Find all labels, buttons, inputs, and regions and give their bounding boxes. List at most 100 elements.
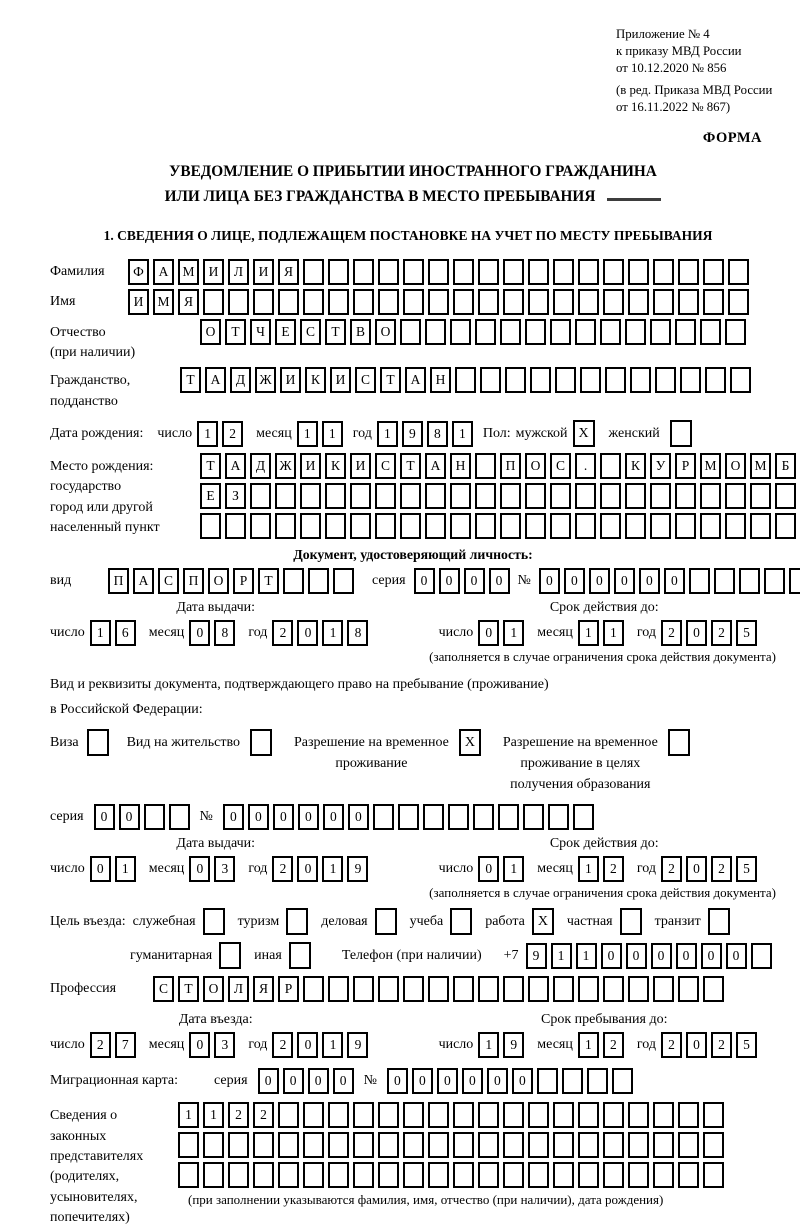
char-cell[interactable] <box>703 1102 724 1129</box>
char-cell[interactable] <box>703 976 724 1003</box>
char-cell[interactable] <box>253 288 274 315</box>
char-cell[interactable] <box>447 804 469 831</box>
char-cell[interactable] <box>553 1162 574 1189</box>
char-cell[interactable]: П <box>108 568 129 595</box>
char-cell[interactable]: 2 <box>228 1102 249 1129</box>
char-cell[interactable] <box>775 513 796 540</box>
purpose-other-checkbox[interactable] <box>288 942 311 970</box>
char-cell[interactable] <box>653 1162 674 1189</box>
char-cell[interactable]: Л <box>228 258 249 285</box>
char-cell[interactable]: 1 <box>503 620 525 647</box>
char-cell[interactable]: Т <box>225 318 246 345</box>
male-checkbox[interactable]: X <box>572 420 595 448</box>
char-cell[interactable]: 0 <box>478 620 500 647</box>
char-cell[interactable] <box>400 513 421 540</box>
char-cell[interactable]: 0 <box>486 1068 508 1095</box>
char-cell[interactable]: 1 <box>89 620 111 647</box>
char-cell[interactable]: А <box>205 367 226 394</box>
char-cell[interactable] <box>203 288 224 315</box>
char-cell[interactable] <box>678 288 699 315</box>
char-cell[interactable]: Ч <box>250 318 271 345</box>
char-cell[interactable]: 0 <box>411 1068 433 1095</box>
char-cell[interactable]: 0 <box>386 1068 408 1095</box>
char-cell[interactable]: 3 <box>214 856 236 883</box>
char-cell[interactable] <box>530 367 551 394</box>
char-cell[interactable] <box>628 258 649 285</box>
char-cell[interactable]: 0 <box>461 1068 483 1095</box>
char-cell[interactable]: К <box>625 453 646 480</box>
char-cell[interactable] <box>503 288 524 315</box>
char-cell[interactable] <box>630 367 651 394</box>
char-cell[interactable]: 2 <box>272 856 294 883</box>
char-cell[interactable]: 1 <box>575 942 597 969</box>
char-cell[interactable]: А <box>225 453 246 480</box>
char-cell[interactable] <box>653 258 674 285</box>
char-cell[interactable] <box>653 1102 674 1129</box>
char-cell[interactable] <box>478 1102 499 1129</box>
char-cell[interactable] <box>580 367 601 394</box>
char-cell[interactable] <box>478 1162 499 1189</box>
char-cell[interactable] <box>300 483 321 510</box>
char-cell[interactable]: 2 <box>661 620 682 647</box>
char-cell[interactable] <box>600 318 621 345</box>
char-cell[interactable]: Ф <box>128 258 149 285</box>
char-cell[interactable]: 9 <box>347 1032 369 1059</box>
char-cell[interactable] <box>725 318 746 345</box>
char-cell[interactable] <box>328 1132 349 1159</box>
char-cell[interactable]: 1 <box>321 420 343 447</box>
char-cell[interactable] <box>303 976 324 1003</box>
char-cell[interactable] <box>680 367 701 394</box>
char-cell[interactable] <box>425 513 446 540</box>
char-cell[interactable] <box>700 483 721 510</box>
char-cell[interactable] <box>372 804 394 831</box>
char-cell[interactable] <box>561 1068 583 1095</box>
char-cell[interactable] <box>611 1068 633 1095</box>
char-cell[interactable] <box>475 318 496 345</box>
char-cell[interactable] <box>403 258 424 285</box>
char-cell[interactable]: 0 <box>588 568 610 595</box>
char-cell[interactable] <box>478 288 499 315</box>
char-cell[interactable] <box>578 1132 599 1159</box>
char-cell[interactable] <box>325 513 346 540</box>
char-cell[interactable] <box>278 288 299 315</box>
char-cell[interactable]: И <box>350 453 371 480</box>
char-cell[interactable]: 1 <box>203 1102 224 1129</box>
char-cell[interactable]: 7 <box>114 1032 136 1059</box>
char-cell[interactable] <box>300 513 321 540</box>
char-cell[interactable] <box>653 1132 674 1159</box>
char-cell[interactable] <box>553 1102 574 1129</box>
char-cell[interactable]: М <box>178 258 199 285</box>
char-cell[interactable]: 5 <box>736 856 757 883</box>
char-cell[interactable]: С <box>375 453 396 480</box>
char-cell[interactable] <box>575 513 596 540</box>
char-cell[interactable] <box>525 483 546 510</box>
char-cell[interactable] <box>525 513 546 540</box>
char-cell[interactable] <box>678 976 699 1003</box>
char-cell[interactable]: Т <box>400 453 421 480</box>
char-cell[interactable] <box>333 568 354 595</box>
char-cell[interactable]: С <box>355 367 376 394</box>
char-cell[interactable] <box>600 453 621 480</box>
char-cell[interactable]: У <box>650 453 671 480</box>
char-cell[interactable]: 0 <box>347 804 369 831</box>
char-cell[interactable]: 0 <box>272 804 294 831</box>
char-cell[interactable]: 0 <box>297 804 319 831</box>
char-cell[interactable]: 0 <box>222 804 244 831</box>
char-cell[interactable] <box>178 1132 199 1159</box>
char-cell[interactable] <box>572 804 594 831</box>
char-cell[interactable]: З <box>225 483 246 510</box>
char-cell[interactable] <box>505 367 526 394</box>
char-cell[interactable]: Ж <box>255 367 276 394</box>
char-cell[interactable] <box>450 318 471 345</box>
char-cell[interactable]: 6 <box>114 620 136 647</box>
char-cell[interactable] <box>425 483 446 510</box>
char-cell[interactable]: 0 <box>413 568 435 595</box>
char-cell[interactable] <box>553 1132 574 1159</box>
char-cell[interactable] <box>328 258 349 285</box>
char-cell[interactable] <box>653 976 674 1003</box>
